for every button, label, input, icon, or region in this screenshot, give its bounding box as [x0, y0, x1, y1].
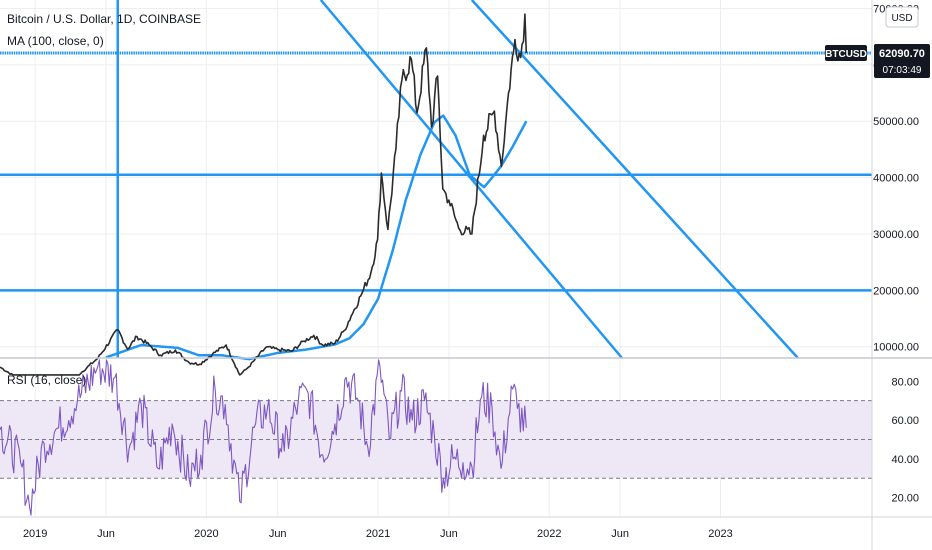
x-tick-label: 2021	[366, 528, 390, 540]
price-badges: BTCUSD 62090.70 07:03:49	[825, 44, 930, 79]
y-tick-label: 50000.00	[873, 116, 919, 128]
currency-button[interactable]	[885, 6, 919, 28]
drawing-layer[interactable]	[0, 0, 872, 359]
x-tick-label: Jun	[440, 528, 458, 540]
symbol-badge-label: BTCUSD	[825, 49, 867, 60]
x-tick-label: Jun	[97, 528, 115, 540]
bar-countdown: 07:03:49	[883, 65, 922, 76]
last-price-badge	[874, 44, 930, 79]
trend-line[interactable]	[319, 0, 623, 359]
ma-plot[interactable]	[105, 114, 528, 361]
x-tick-label: Jun	[269, 528, 287, 540]
currency-label: USD	[891, 13, 912, 24]
ma-legend[interactable]: MA (100, close, 0)	[7, 34, 104, 48]
trend-line[interactable]	[470, 0, 799, 359]
price-series-line[interactable]	[0, 13, 528, 376]
y-tick-label: 30000.00	[873, 229, 919, 241]
y-tick-label: 20000.00	[873, 285, 919, 297]
x-tick-label: 2022	[537, 528, 561, 540]
rsi-tick-label: 20.00	[891, 493, 919, 505]
rsi-legend[interactable]: RSI (16, close)	[7, 373, 86, 387]
symbol-badge	[825, 45, 867, 62]
chart-title: Bitcoin / U.S. Dollar, 1D, COINBASE	[7, 12, 201, 26]
x-tick-label: 2023	[708, 528, 732, 540]
x-tick-label: 2020	[194, 528, 218, 540]
last-price-value: 62090.70	[879, 48, 925, 60]
ma-series-line[interactable]	[105, 114, 528, 361]
rsi-tick-label: 60.00	[891, 415, 919, 427]
y-tick-label: 10000.00	[873, 342, 919, 354]
y-tick-label: 40000.00	[873, 173, 919, 185]
price-plot[interactable]	[0, 13, 528, 376]
rsi-plot[interactable]	[0, 359, 527, 516]
x-tick-label: Jun	[611, 528, 629, 540]
x-tick-label: 2019	[23, 528, 47, 540]
rsi-tick-label: 80.00	[891, 376, 919, 388]
rsi-reference-lines	[0, 400, 872, 479]
rsi-tick-label: 40.00	[891, 454, 919, 466]
rsi-series-line[interactable]	[0, 359, 527, 516]
